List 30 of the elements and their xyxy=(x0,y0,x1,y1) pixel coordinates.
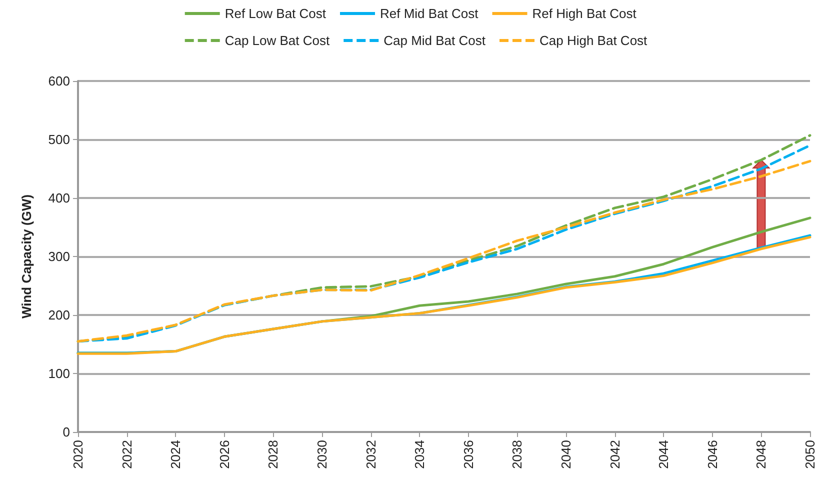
x-tick-label: 2048 xyxy=(754,440,769,469)
x-tick-label: 2042 xyxy=(607,440,622,469)
y-tick-label: 500 xyxy=(48,132,70,147)
x-tick-label: 2034 xyxy=(412,440,428,469)
x-tick-label: 2022 xyxy=(119,440,134,469)
y-tick-label: 400 xyxy=(48,190,70,206)
x-tick-label: 2032 xyxy=(363,440,378,469)
y-tick-label: 0 xyxy=(62,424,70,440)
x-tick-label: 2036 xyxy=(460,440,476,469)
x-tick-label: 2046 xyxy=(704,440,720,469)
legend-label: Cap Low Bat Cost xyxy=(224,33,330,48)
y-tick-label: 100 xyxy=(48,366,70,381)
x-tick-label: 2020 xyxy=(70,440,86,469)
y-tick-label: 600 xyxy=(48,74,70,88)
x-tick-label: 2044 xyxy=(656,440,672,469)
x-tick-label: 2030 xyxy=(314,440,330,469)
legend-label: Ref Low Bat Cost xyxy=(224,6,326,21)
y-tick-label: 300 xyxy=(48,249,70,264)
x-tick-label: 2028 xyxy=(266,440,281,469)
x-tick-label: 2040 xyxy=(558,440,574,469)
x-tick-label: 2050 xyxy=(802,440,818,469)
legend-label: Cap High Bat Cost xyxy=(539,33,648,48)
x-tick-label: 2038 xyxy=(510,440,525,469)
x-tick-label: 2024 xyxy=(168,440,184,469)
legend-label: Ref High Bat Cost xyxy=(532,6,637,21)
y-axis-title: Wind Capacity (GW) xyxy=(19,194,34,319)
legend-label: Cap Mid Bat Cost xyxy=(384,33,486,48)
y-tick-label: 200 xyxy=(48,308,70,322)
legend-label: Ref Mid Bat Cost xyxy=(380,6,479,21)
x-tick-label: 2026 xyxy=(216,440,232,469)
